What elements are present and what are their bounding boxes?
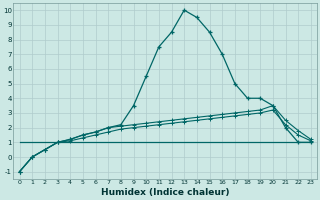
- X-axis label: Humidex (Indice chaleur): Humidex (Indice chaleur): [101, 188, 229, 197]
